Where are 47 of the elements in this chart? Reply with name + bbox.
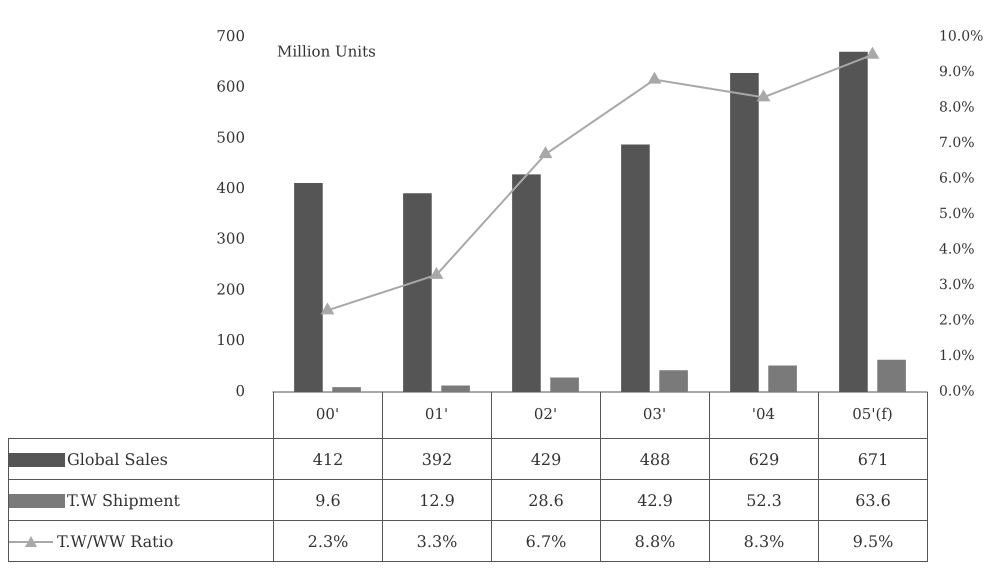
- data-label: 6.7%: [492, 520, 600, 562]
- y2-tick-label: 10.0%: [939, 28, 984, 45]
- y2-tick-label: 3.0%: [939, 277, 975, 294]
- data-label: 8.8%: [600, 520, 710, 562]
- data-label: 412: [274, 438, 382, 480]
- data-label: 28.6: [492, 480, 600, 520]
- y2-tick-label: 4.0%: [939, 242, 975, 258]
- y2-tick-label: 7.0%: [939, 135, 975, 152]
- y-tick-label: 400: [216, 179, 245, 198]
- y-tick-label: 0: [235, 382, 245, 400]
- data-label: 488: [600, 438, 710, 480]
- data-label: 12.9: [382, 480, 492, 520]
- data-label: 429: [492, 438, 600, 480]
- y2-tick-label: 5.0%: [939, 206, 975, 222]
- y-tick-label: 700: [216, 26, 245, 45]
- y2-tick-label: 9.0%: [939, 64, 975, 80]
- data-label: 671: [818, 438, 928, 480]
- data-label: 9.5%: [818, 520, 928, 562]
- y-tick-label: 200: [216, 280, 245, 298]
- legend-label: T.W/WW Ratio: [57, 532, 174, 550]
- y-tick-label: 500: [216, 128, 245, 146]
- data-label: 42.9: [600, 480, 710, 520]
- y2-tick-label: 6.0%: [939, 170, 975, 187]
- data-label: 8.3%: [710, 520, 818, 562]
- x-tick-label: 05'(f): [852, 404, 893, 423]
- x-tick-label: 03': [642, 404, 666, 423]
- x-tick-label: '04: [752, 404, 776, 423]
- data-label: 392: [382, 438, 492, 480]
- data-label: 2.3%: [274, 520, 382, 562]
- y2-tick-label: 0.0%: [939, 384, 975, 400]
- legend-label: T.W Shipment: [67, 490, 180, 510]
- data-label: 629: [710, 438, 818, 480]
- y-tick-label: 600: [216, 78, 245, 96]
- data-label: 63.6: [818, 480, 928, 520]
- y2-tick-label: 2.0%: [939, 312, 975, 329]
- x-tick-label: 00': [316, 404, 340, 423]
- data-label: 52.3: [710, 480, 818, 520]
- y-tick-label: 300: [216, 230, 245, 248]
- legend-label: Global Sales: [67, 450, 168, 468]
- data-label: 3.3%: [382, 520, 492, 562]
- y-tick-label: 100: [216, 331, 245, 350]
- data-label: 9.6: [274, 480, 382, 520]
- x-tick-label: 02': [534, 404, 558, 423]
- y2-tick-label: 8.0%: [939, 100, 975, 116]
- y2-tick-label: 1.0%: [939, 348, 975, 364]
- y-axis-title: Million Units: [277, 42, 376, 60]
- x-tick-label: 01': [424, 404, 448, 423]
